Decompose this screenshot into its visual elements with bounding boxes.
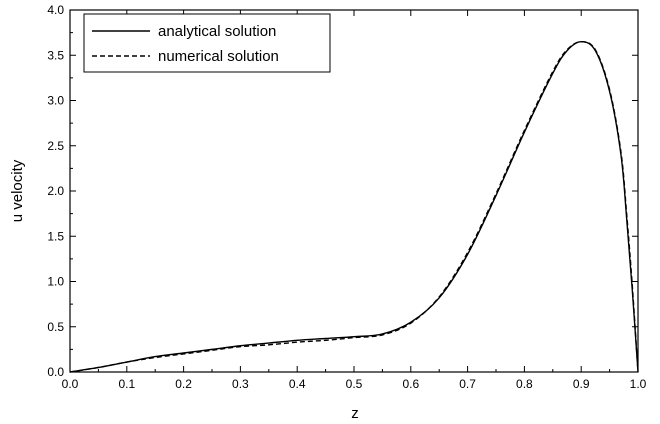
y-tick-label: 1.5	[47, 229, 64, 243]
y-tick-label: 3.5	[47, 48, 64, 62]
y-tick-label: 0.0	[47, 365, 64, 379]
numerical-solution-line	[69, 40, 639, 373]
x-tick-label: 0.7	[459, 377, 476, 391]
legend: analytical solution numerical solution	[83, 13, 331, 73]
y-tick-label: 2.5	[47, 139, 64, 153]
x-tick-label: 1.0	[630, 377, 647, 391]
legend-label: analytical solution	[158, 23, 276, 40]
y-tick-label: 3.0	[47, 94, 64, 108]
x-axis-ticks: 0.0 0.1 0.2 0.3 0.4 0.5 0.6 0.7 0.8 0.9 1.0	[62, 10, 647, 391]
y-axis-title: u velocity	[9, 159, 26, 222]
y-axis-ticks: 0.0 0.5 1.0 1.5 2.0 2.5 3.0 3.5 4.0	[47, 3, 638, 379]
x-tick-label: 0.5	[346, 377, 363, 391]
x-tick-label: 0.9	[573, 377, 590, 391]
y-tick-label: 1.0	[47, 275, 64, 289]
y-tick-label: 4.0	[47, 3, 64, 17]
y-tick-label: 0.5	[47, 320, 64, 334]
x-tick-label: 0.2	[175, 377, 192, 391]
legend-box	[83, 13, 331, 73]
y-tick-label: 2.0	[47, 184, 64, 198]
x-tick-label: 0.0	[62, 377, 79, 391]
x-tick-label: 0.1	[118, 377, 135, 391]
x-tick-label: 0.3	[232, 377, 249, 391]
x-tick-label: 0.8	[516, 377, 533, 391]
x-tick-label: 0.6	[402, 377, 419, 391]
x-axis-title: z	[351, 405, 359, 422]
legend-label: numerical solution	[158, 48, 279, 65]
series-lines	[69, 40, 639, 373]
analytical-solution-line	[69, 40, 639, 373]
x-tick-label: 0.4	[289, 377, 306, 391]
